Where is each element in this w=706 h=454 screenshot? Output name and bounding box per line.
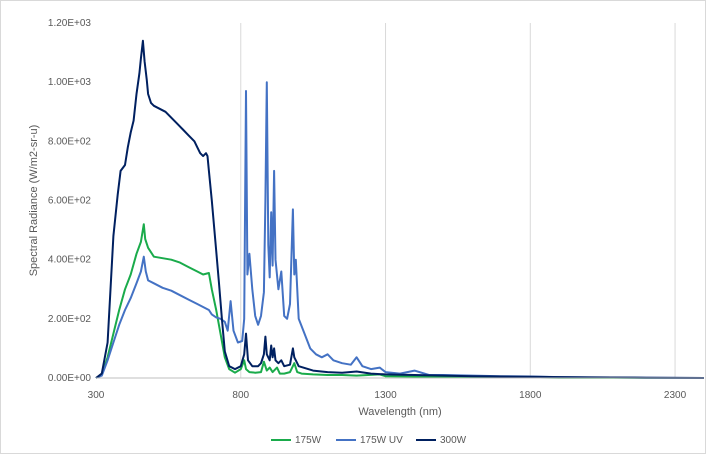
x-tick-label: 1300 <box>374 390 397 401</box>
x-tick-label: 2300 <box>664 390 687 401</box>
y-tick-label: 0.00E+00 <box>48 373 92 384</box>
legend-label: 175W <box>295 435 322 446</box>
x-tick-label: 300 <box>88 390 105 401</box>
legend-label: 175W UV <box>360 435 403 446</box>
legend-label: 300W <box>440 435 467 446</box>
series-line-1 <box>95 81 705 379</box>
series-line-2 <box>95 39 705 379</box>
x-tick-label: 800 <box>232 390 249 401</box>
y-tick-label: 2.00E+02 <box>48 314 92 325</box>
y-tick-label: 6.00E+02 <box>48 196 92 207</box>
y-axis-title: Spectral Radiance (W/m2-sr-u) <box>28 125 40 277</box>
x-tick-label: 1800 <box>519 390 542 401</box>
series-line-0 <box>95 223 704 379</box>
gridlines <box>240 23 676 378</box>
legend: 175W 175W UV 300W <box>271 435 467 446</box>
series-lines <box>95 39 705 379</box>
y-tick-label: 8.00E+02 <box>48 136 92 147</box>
x-axis-title: Wavelength (nm) <box>358 406 441 418</box>
axes: 300 800 1300 1800 2300 0.00E+00 2.00E+02 4.00E+… <box>48 18 704 401</box>
y-tick-label: 1.00E+03 <box>48 77 92 88</box>
y-tick-label: 4.00E+02 <box>48 255 92 266</box>
y-tick-label: 1.20E+03 <box>48 18 92 29</box>
